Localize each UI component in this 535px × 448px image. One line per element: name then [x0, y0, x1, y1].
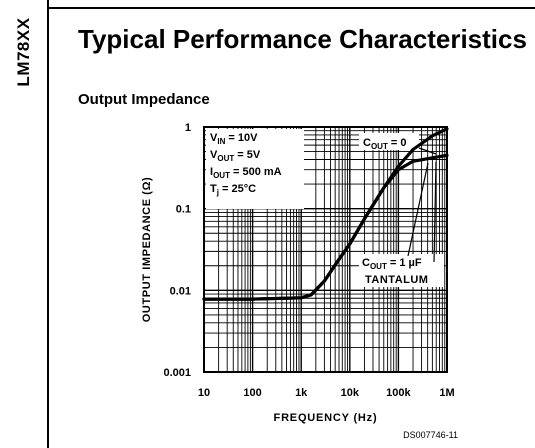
conditions-box — [206, 129, 304, 209]
vertical-divider — [47, 0, 49, 448]
section-title: Output Impedance — [78, 91, 210, 108]
condition-0: VIN = 10V — [210, 132, 258, 146]
series-line-1 — [202, 153, 449, 301]
series-label-1-line2: TANTALUM — [365, 274, 428, 286]
y-tick-label: 0.01 — [170, 285, 191, 297]
x-tick-label: 100k — [386, 387, 411, 399]
y-tick-label: 1 — [185, 122, 191, 134]
series-label-bg — [359, 133, 419, 150]
condition-2: IOUT = 500 mA — [210, 166, 282, 180]
x-axis-label: FREQUENCY (Hz) — [274, 412, 378, 424]
x-tick-label: 10 — [198, 387, 210, 399]
x-tick-label: 100 — [243, 387, 261, 399]
top-divider — [47, 7, 535, 9]
condition-1: VOUT = 5V — [210, 149, 261, 163]
series-label-0: COUT = 0 — [363, 137, 407, 151]
pointer-line — [433, 161, 437, 263]
condition-3: Tj = 25°C — [210, 183, 256, 197]
plot-frame — [203, 126, 448, 373]
y-axis-label: OUTPUT IMPEDANCE (Ω) — [141, 177, 153, 322]
x-tick-label: 10k — [341, 387, 360, 399]
series-label-1: COUT = 1 µF — [362, 257, 422, 271]
pointer-line — [418, 147, 437, 155]
y-tick-label: 0.1 — [176, 204, 191, 216]
x-tick-label: 1M — [439, 387, 454, 399]
doc-code: DS007746-11 — [403, 430, 458, 440]
pointer-line — [407, 162, 429, 257]
x-tick-label: 1k — [295, 387, 308, 399]
series-label-bg — [359, 254, 444, 287]
y-tick-label: 0.001 — [163, 367, 191, 379]
page-title: Typical Performance Characteristics — [78, 24, 527, 54]
